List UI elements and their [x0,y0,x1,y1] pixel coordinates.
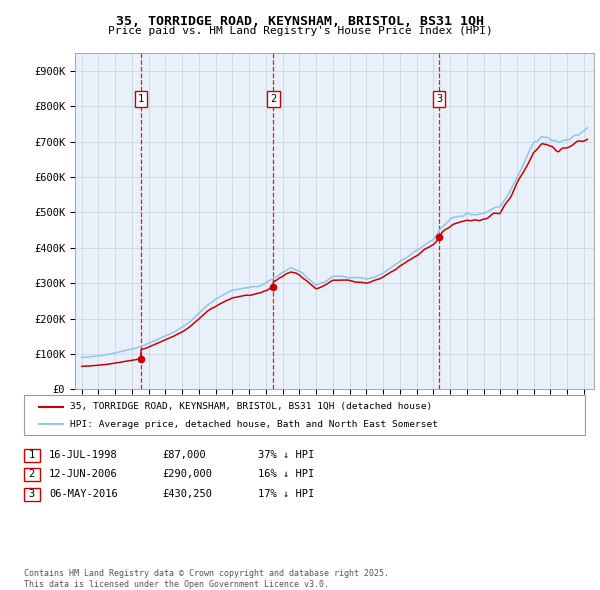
Text: 1: 1 [138,94,144,104]
Text: 1: 1 [29,451,35,460]
Text: HPI: Average price, detached house, Bath and North East Somerset: HPI: Average price, detached house, Bath… [70,419,438,429]
Text: £430,250: £430,250 [162,490,212,499]
Text: 12-JUN-2006: 12-JUN-2006 [49,470,118,479]
Text: Contains HM Land Registry data © Crown copyright and database right 2025.
This d: Contains HM Land Registry data © Crown c… [24,569,389,589]
Text: 37% ↓ HPI: 37% ↓ HPI [258,451,314,460]
Text: £87,000: £87,000 [162,451,206,460]
Text: 16-JUL-1998: 16-JUL-1998 [49,451,118,460]
Text: 3: 3 [436,94,442,104]
Text: 35, TORRIDGE ROAD, KEYNSHAM, BRISTOL, BS31 1QH (detached house): 35, TORRIDGE ROAD, KEYNSHAM, BRISTOL, BS… [70,402,433,411]
Text: £290,000: £290,000 [162,470,212,479]
Text: 2: 2 [29,470,35,479]
Text: 17% ↓ HPI: 17% ↓ HPI [258,490,314,499]
Text: 16% ↓ HPI: 16% ↓ HPI [258,470,314,479]
Text: 35, TORRIDGE ROAD, KEYNSHAM, BRISTOL, BS31 1QH: 35, TORRIDGE ROAD, KEYNSHAM, BRISTOL, BS… [116,15,484,28]
Text: 2: 2 [270,94,277,104]
Text: Price paid vs. HM Land Registry's House Price Index (HPI): Price paid vs. HM Land Registry's House … [107,26,493,36]
Text: 06-MAY-2016: 06-MAY-2016 [49,490,118,499]
Text: 3: 3 [29,490,35,499]
